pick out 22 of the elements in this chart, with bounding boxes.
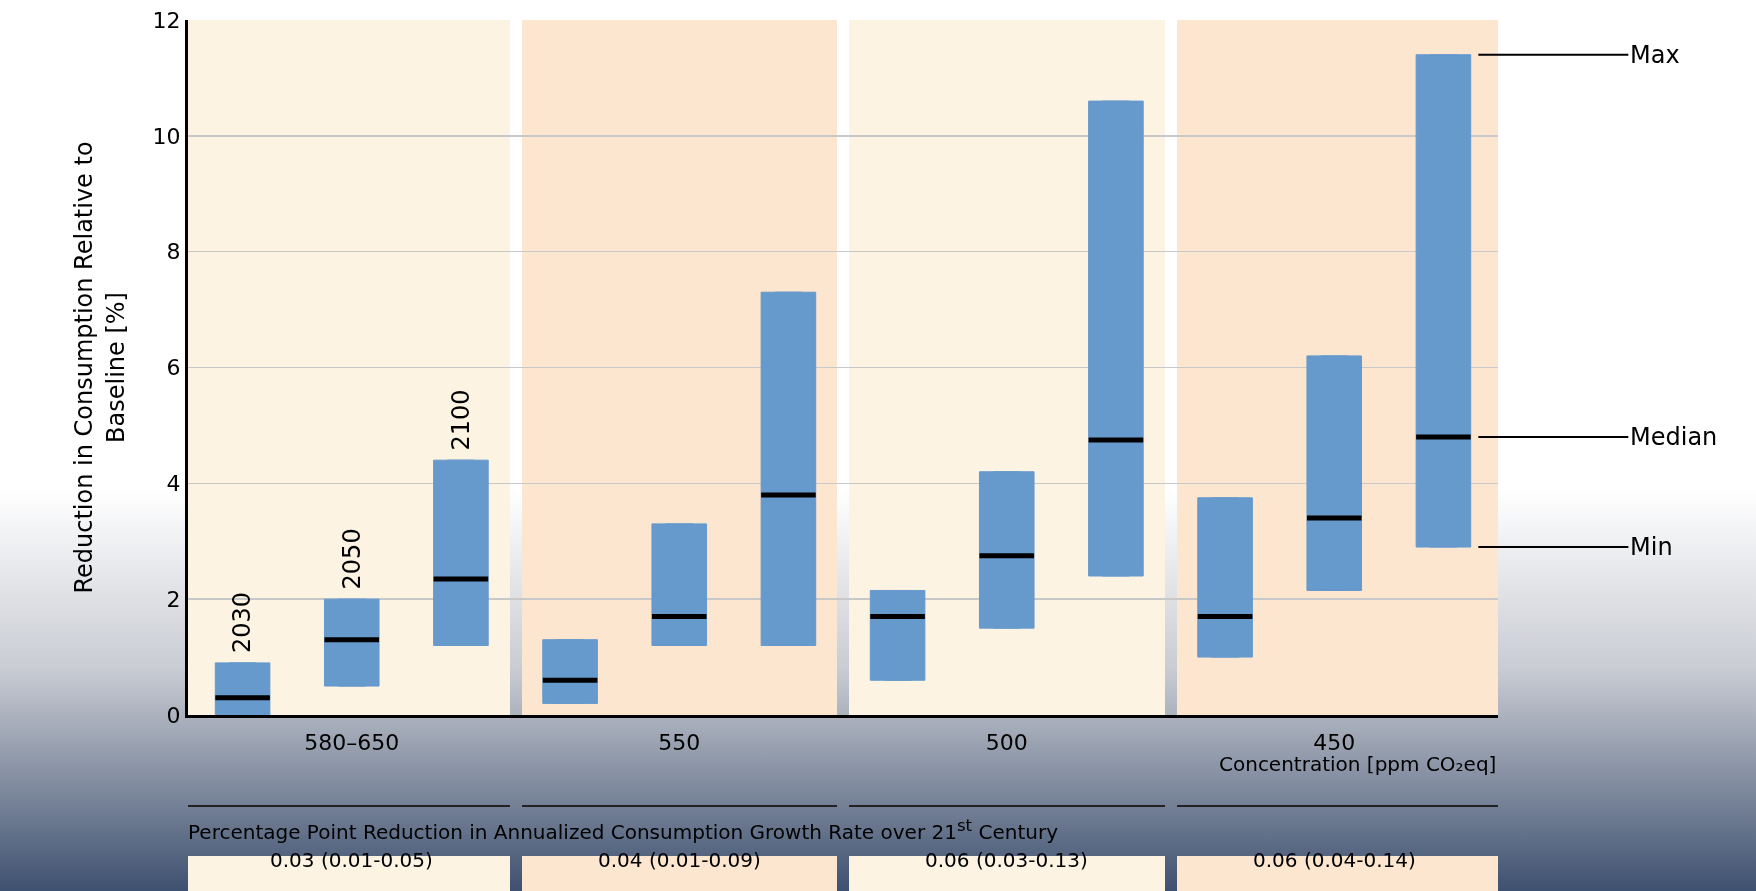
- text: 0.03 (0.01-0.05): [270, 848, 433, 872]
- annotation: 2100: [447, 389, 476, 451]
- x-tick-label: 580–650: [304, 730, 400, 756]
- y-tick-label: 6: [166, 355, 181, 381]
- y-tick-label: 12: [152, 7, 181, 33]
- x-tick-label: 500: [985, 730, 1028, 756]
- text: 0.06 (0.03-0.13): [925, 848, 1088, 872]
- annotation: 2030: [228, 591, 257, 653]
- text: Median: [1630, 423, 1718, 451]
- y-tick-label: 8: [166, 239, 181, 265]
- y-tick-label: 10: [152, 123, 181, 149]
- text: Max: [1630, 41, 1680, 69]
- y-tick-label: 4: [166, 471, 181, 497]
- text: 0.04 (0.01-0.09): [598, 848, 761, 872]
- y-axis-title: Reduction in Consumption Relative to Baseline [%]: [70, 141, 130, 594]
- annotation: 2050: [338, 528, 367, 590]
- text: Min: [1630, 533, 1673, 561]
- text: 0.06 (0.04-0.14): [1253, 848, 1416, 872]
- y-tick-label: 2: [166, 586, 181, 612]
- y-tick-label: 0: [166, 702, 181, 728]
- text: Percentage Point Reduction in Annualized Consumption Growth Rate over 21$^{st}$ Century: [188, 816, 1059, 844]
- x-tick-label: 550: [658, 730, 701, 756]
